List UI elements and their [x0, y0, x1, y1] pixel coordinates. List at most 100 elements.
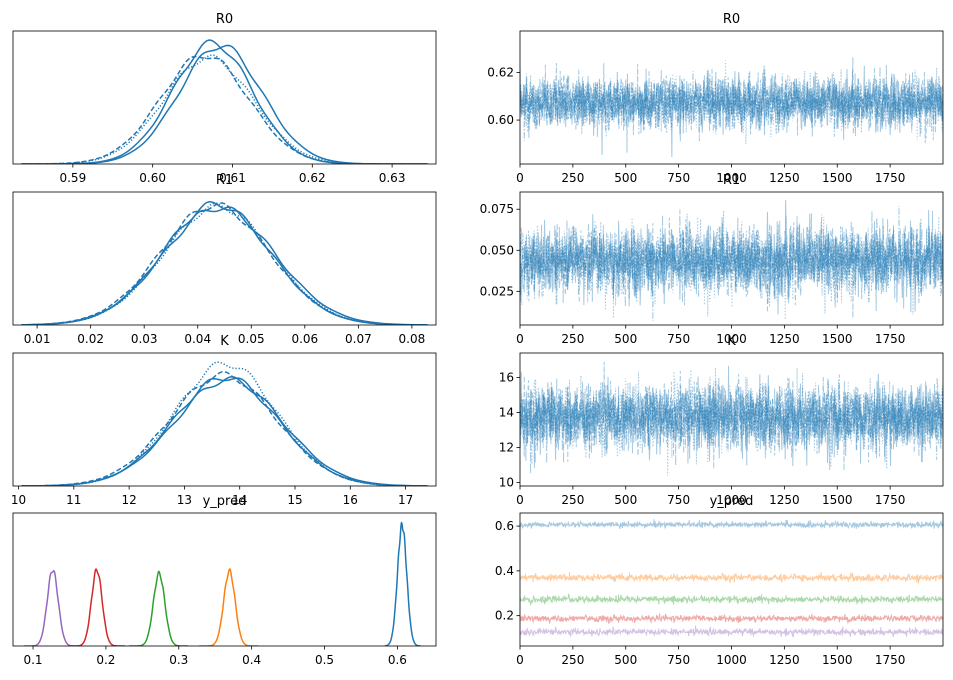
panel-title: R0	[723, 12, 740, 27]
density-line-chain-3	[21, 361, 428, 486]
x-tick-label: 0.5	[315, 653, 334, 667]
density-line-chain-3	[21, 202, 428, 325]
y-tick-label: 10	[499, 476, 514, 490]
chart-panel-trace-K: K 0 250 500 750 1000 1250 1500 1750 10 12 14 16	[499, 334, 944, 507]
axes-frame	[519, 512, 944, 647]
x-tick-label: 0.06	[291, 332, 318, 346]
density-line-chain-0	[21, 39, 428, 164]
chart-panel-trace-R1: R1 0 250 500 750 1000 1250 1500 1750 0.025 0.050 0.…	[480, 173, 944, 346]
x-tick-label: 0.6	[388, 653, 407, 667]
axes-frame	[12, 191, 437, 326]
x-tick-label: 750	[667, 493, 690, 507]
x-tick-label: 0.62	[299, 171, 326, 185]
axes-frame	[12, 512, 437, 647]
axes-frame	[12, 352, 437, 487]
x-tick-label: 0	[516, 493, 524, 507]
panel-title: R1	[723, 173, 740, 188]
x-tick-label: 0.1	[23, 653, 42, 667]
trace-line-y_pred-4-	[520, 625, 943, 638]
chart-panel-density-K: K 10 11 12 13 14 15 16 17	[11, 334, 437, 507]
x-tick-label: 0	[516, 332, 524, 346]
panel-title: y_pred	[203, 494, 247, 509]
trace-line-y_pred-3-	[520, 612, 943, 624]
trace-line-chain-1	[520, 210, 943, 318]
x-tick-label: 750	[667, 653, 690, 667]
x-tick-label: 17	[398, 493, 413, 507]
trace-line-chain-3	[520, 64, 943, 142]
y-tick-label: 12	[499, 441, 514, 455]
x-tick-label: 250	[561, 653, 584, 667]
trace-line-chain-2	[520, 210, 943, 320]
trace-line-chain-1	[520, 361, 943, 471]
panel-title: K	[727, 334, 736, 349]
x-tick-label: 0.3	[169, 653, 188, 667]
y-tick-label: 0.025	[480, 284, 514, 298]
x-tick-label: 0.59	[59, 171, 86, 185]
plot-area	[520, 361, 943, 476]
plot-area	[520, 199, 943, 322]
x-tick-label: 14	[232, 493, 247, 507]
plot-area	[21, 39, 428, 164]
y-tick-label: 0.2	[495, 609, 514, 623]
density-line-y_pred-3-	[68, 568, 125, 646]
plot-area	[21, 361, 428, 486]
density-line-chain-2	[21, 202, 428, 325]
x-tick-label: 0	[516, 653, 524, 667]
y-tick-label: 0.62	[487, 66, 514, 80]
x-tick-label: 500	[614, 493, 637, 507]
density-line-y_pred-1-	[199, 567, 259, 646]
x-tick-label: 1000	[716, 493, 747, 507]
trace-line-chain-0	[520, 199, 943, 315]
x-tick-label: 0.61	[219, 171, 246, 185]
density-line-y_pred-0-	[384, 521, 421, 646]
y-tick-label: 0.050	[480, 243, 514, 257]
trace-line-y_pred-1-	[520, 572, 943, 584]
x-tick-label: 500	[614, 653, 637, 667]
x-tick-label: 1750	[875, 493, 906, 507]
trace-line-chain-0	[520, 365, 943, 469]
y-tick-label: 0.6	[495, 519, 514, 533]
x-tick-label: 750	[667, 171, 690, 185]
chart-panel-trace-y_pred: y_pred 0 250 500 750 1000 1250 1500 1750 0.2 0.4 0.…	[495, 494, 944, 667]
x-tick-label: 1000	[716, 171, 747, 185]
chart-panel-density-y_pred: y_pred 0.1 0.2 0.3 0.4 0.5 0.6	[12, 494, 437, 667]
x-tick-label: 0.4	[242, 653, 261, 667]
x-tick-label: 16	[343, 493, 358, 507]
panel-title: R0	[216, 12, 233, 27]
trace-line-chain-3	[520, 374, 943, 474]
panel-title: K	[220, 334, 229, 349]
x-tick-label: 500	[614, 332, 637, 346]
density-line-chain-2	[21, 370, 428, 486]
density-line-chain-1	[21, 206, 428, 325]
x-tick-label: 10	[11, 493, 26, 507]
y-tick-label: 0.075	[480, 202, 514, 216]
x-tick-label: 0.2	[96, 653, 115, 667]
density-line-chain-2	[21, 55, 428, 164]
density-line-chain-0	[21, 201, 428, 325]
x-tick-label: 0.03	[131, 332, 158, 346]
x-tick-label: 1500	[822, 332, 853, 346]
density-line-chain-3	[21, 54, 428, 164]
plot-area	[520, 519, 943, 638]
x-tick-label: 15	[287, 493, 302, 507]
x-tick-label: 1250	[769, 653, 800, 667]
x-tick-label: 1500	[822, 171, 853, 185]
x-tick-label: 1750	[875, 332, 906, 346]
axes-frame	[12, 30, 437, 165]
x-tick-label: 13	[177, 493, 192, 507]
trace-line-y_pred-2-	[520, 593, 943, 606]
x-tick-label: 1250	[769, 171, 800, 185]
x-tick-label: 1500	[822, 653, 853, 667]
x-tick-label: 1250	[769, 493, 800, 507]
x-tick-label: 0.05	[238, 332, 265, 346]
x-tick-label: 750	[667, 332, 690, 346]
x-tick-label: 0.07	[345, 332, 372, 346]
y-tick-label: 14	[499, 406, 514, 420]
x-tick-label: 250	[561, 332, 584, 346]
x-tick-label: 1750	[875, 171, 906, 185]
x-tick-label: 1500	[822, 493, 853, 507]
x-tick-label: 0.02	[77, 332, 104, 346]
x-tick-label: 11	[66, 493, 81, 507]
x-tick-label: 1750	[875, 653, 906, 667]
